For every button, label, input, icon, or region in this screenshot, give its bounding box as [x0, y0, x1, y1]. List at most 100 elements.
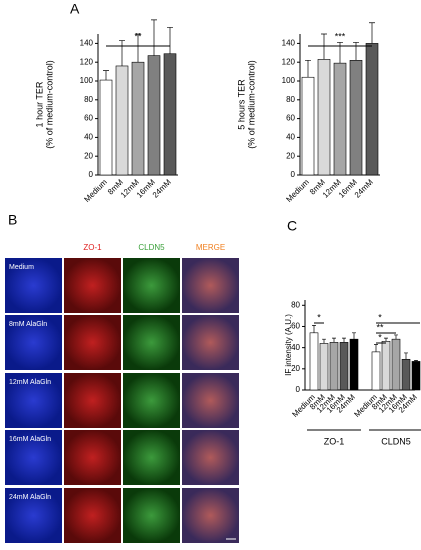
bar: [131, 61, 145, 176]
y-tick-label: 80: [291, 300, 300, 309]
micrograph: [5, 373, 62, 428]
y-tick-label: 20: [84, 151, 93, 160]
y-tick-label: 0: [291, 170, 296, 179]
y-tick-label: 60: [84, 114, 93, 123]
y-axis-label: 5 hours TER: [236, 79, 246, 130]
error-bar: [394, 334, 398, 340]
error-bar: [151, 19, 157, 56]
error-bar: [332, 337, 336, 343]
y-tick-label: 80: [286, 95, 295, 104]
y-axis-label: (% of medium-control): [44, 60, 54, 149]
significance-label: *: [378, 332, 382, 342]
y-tick-label: 140: [80, 39, 94, 48]
y-tick-label: 120: [282, 57, 296, 66]
y-tick-label: 60: [286, 114, 295, 123]
y-axis-label: (% of medium-control): [246, 60, 256, 149]
micrograph: [5, 315, 62, 370]
bar: [319, 343, 329, 391]
bar: [163, 53, 177, 176]
group-label: CLDN5: [381, 436, 411, 446]
x-tick-label: 24mM: [353, 177, 375, 199]
panel-letter: B: [8, 212, 17, 228]
bar: [349, 60, 363, 176]
row-label: Medium: [9, 264, 34, 271]
micrograph: [64, 258, 121, 313]
bar: [365, 43, 379, 176]
y-tick-label: 0: [296, 385, 301, 394]
bar: [349, 338, 359, 391]
error-bar: [322, 338, 326, 344]
error-bar: [353, 42, 359, 61]
bar: [301, 76, 315, 176]
micrograph: [123, 258, 180, 313]
bar: [147, 55, 161, 176]
panel-letter: A: [70, 1, 80, 17]
y-tick-label: 60: [291, 322, 300, 331]
micrograph: [5, 488, 62, 543]
error-bar: [369, 22, 375, 44]
error-bar: [167, 27, 173, 54]
panel-letter: C: [287, 218, 297, 234]
bar: [371, 351, 381, 391]
error-bar: [119, 40, 125, 66]
micrograph: [123, 373, 180, 428]
significance-label: **: [376, 322, 384, 332]
micrograph: [5, 430, 62, 485]
y-tick-label: 100: [282, 76, 296, 85]
y-tick-label: 40: [286, 133, 295, 142]
error-bar: [103, 70, 109, 81]
bar: [411, 361, 421, 391]
error-bar: [135, 33, 141, 63]
significance-label: *: [378, 312, 382, 322]
error-bar: [414, 360, 418, 362]
y-tick-label: 80: [84, 95, 93, 104]
bar: [333, 62, 347, 176]
bar: [115, 65, 129, 176]
micrograph: [64, 488, 121, 543]
micrograph: [182, 258, 239, 313]
micrograph: [64, 315, 121, 370]
micrograph: [182, 430, 239, 485]
micrograph: [123, 488, 180, 543]
y-tick-label: 20: [291, 364, 300, 373]
y-tick-label: 40: [84, 133, 93, 142]
column-header: CLDN5: [138, 243, 165, 252]
bar: [309, 332, 319, 391]
error-bar: [374, 344, 378, 352]
bar: [381, 340, 391, 391]
x-tick-label: 24mM: [151, 177, 173, 199]
micrograph: [182, 373, 239, 428]
bar: [391, 338, 401, 391]
row-label: 12mM AlaGln: [9, 379, 51, 386]
y-tick-label: 20: [286, 151, 295, 160]
bar: [99, 79, 113, 176]
row-label: 24mM AlaGln: [9, 494, 51, 501]
micrograph: [64, 373, 121, 428]
y-tick-label: 40: [291, 343, 300, 352]
bar: [339, 342, 349, 391]
micrograph: [182, 315, 239, 370]
error-bar: [321, 33, 327, 60]
error-bar: [312, 325, 316, 333]
error-bar: [342, 337, 346, 343]
micrograph: [64, 430, 121, 485]
y-axis-label: 1 hour TER: [34, 81, 44, 127]
error-bar: [305, 59, 311, 78]
row-label: 16mM AlaGln: [9, 436, 51, 443]
y-tick-label: 120: [80, 57, 94, 66]
micrograph: [123, 315, 180, 370]
column-header: ZO-1: [83, 243, 102, 252]
micrograph: [182, 488, 239, 543]
significance-label: *: [317, 312, 321, 322]
error-bar: [352, 332, 356, 340]
bar: [317, 59, 331, 176]
y-tick-label: 100: [80, 76, 94, 85]
row-label: 8mM AlaGln: [9, 321, 47, 328]
y-axis-label: IF intensity (A.U.): [284, 314, 293, 376]
y-tick-label: 0: [89, 170, 94, 179]
bar: [329, 342, 339, 391]
significance-label: **: [134, 31, 142, 41]
micrograph: [5, 258, 62, 313]
significance-label: ***: [335, 31, 346, 41]
